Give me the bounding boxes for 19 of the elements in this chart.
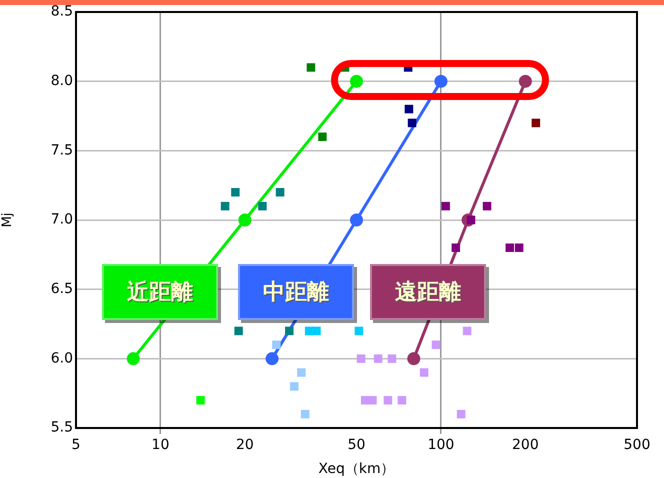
x-tick-label: 50 bbox=[348, 437, 366, 454]
series-label: 遠距離 bbox=[370, 264, 486, 320]
x-tick-label: 100 bbox=[428, 437, 454, 454]
x-tick-label: 500 bbox=[624, 437, 650, 454]
x-tick-label: 200 bbox=[512, 437, 539, 454]
y-axis-title: Mj bbox=[0, 212, 16, 228]
x-axis-title: Xeq（km） bbox=[318, 461, 395, 478]
x-tick-label: 20 bbox=[236, 437, 254, 454]
series-label: 近距離 bbox=[102, 264, 218, 320]
x-tick-label: 10 bbox=[152, 437, 170, 454]
y-tick-label: 6.5 bbox=[50, 280, 73, 297]
y-tick-label: 5.5 bbox=[50, 420, 73, 436]
y-tick-label: 6.0 bbox=[50, 350, 73, 366]
y-tick-label: 8.5 bbox=[50, 4, 73, 20]
y-tick-label: 8.0 bbox=[50, 72, 73, 89]
x-tick-label: 5 bbox=[72, 437, 80, 454]
y-tick-label: 7.5 bbox=[50, 142, 73, 158]
series-label: 中距離 bbox=[238, 264, 354, 320]
y-tick-label: 7.0 bbox=[50, 212, 73, 228]
